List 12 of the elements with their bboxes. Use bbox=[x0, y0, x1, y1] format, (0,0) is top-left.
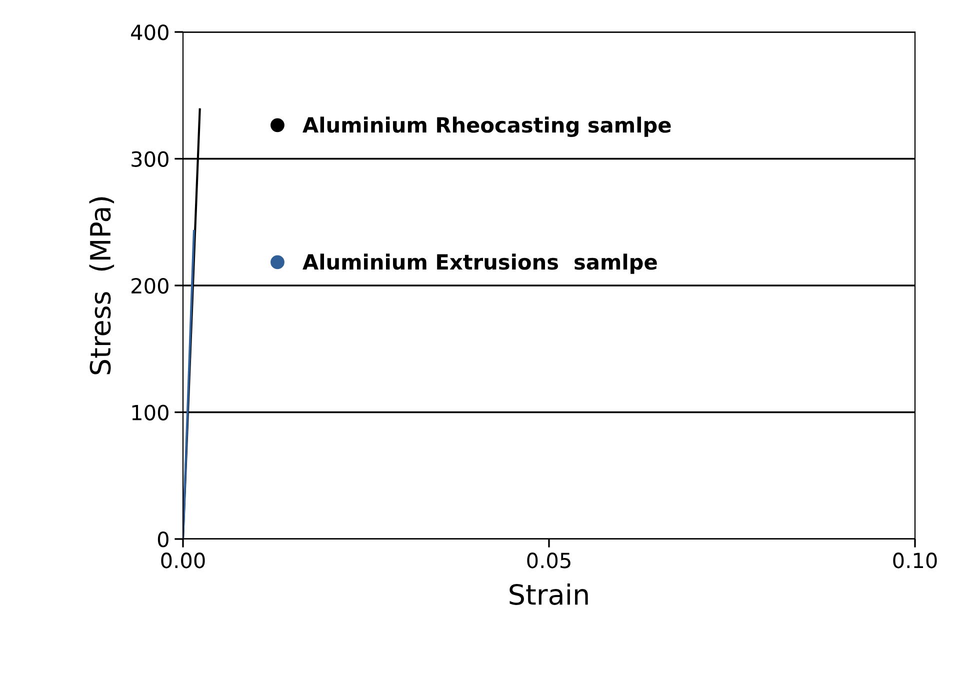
x-axis-title: Strain bbox=[510, 583, 588, 605]
y-tick-label: 200 bbox=[132, 278, 168, 294]
y-tick-label: 0 bbox=[158, 531, 168, 548]
y-tick-label: 400 bbox=[131, 24, 168, 40]
y-tick-label: 100 bbox=[132, 404, 168, 420]
legend-label: Aluminium Rheocasting samlpe bbox=[302, 116, 671, 137]
x-tick-label: 0.10 bbox=[893, 552, 937, 568]
y-axis-title: Stress (MPa) bbox=[89, 197, 114, 374]
y-tick-label: 300 bbox=[132, 151, 168, 167]
legend-label: Aluminium Extrusions samlpe bbox=[302, 254, 657, 274]
x-tick-label: 0.00 bbox=[161, 552, 205, 568]
x-tick-label: 0.05 bbox=[527, 552, 570, 568]
